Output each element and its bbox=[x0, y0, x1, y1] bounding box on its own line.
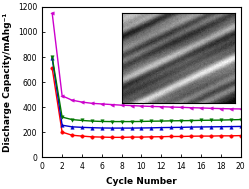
Y-axis label: Discharge Capacity/mAhg⁻¹: Discharge Capacity/mAhg⁻¹ bbox=[3, 12, 12, 152]
X-axis label: Cycle Number: Cycle Number bbox=[106, 177, 177, 186]
